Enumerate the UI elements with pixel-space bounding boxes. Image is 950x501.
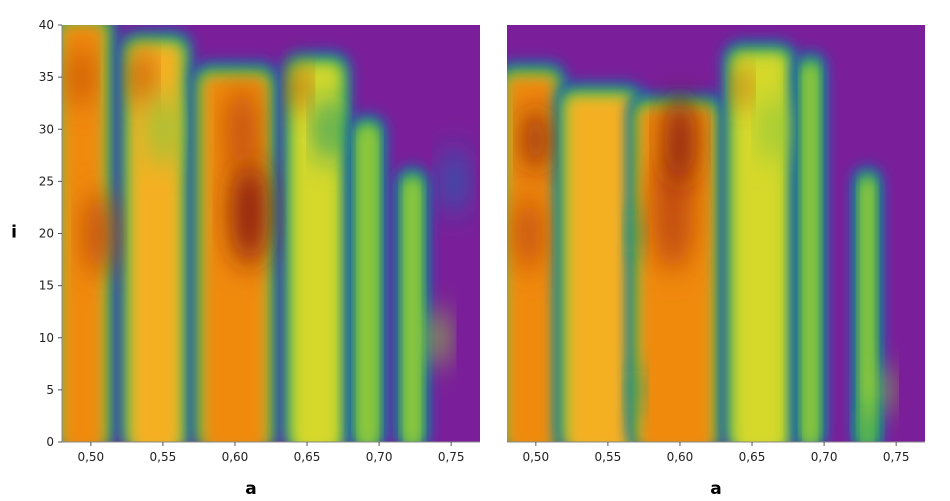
band-core bbox=[567, 97, 633, 442]
y-tick-label: 30 bbox=[39, 122, 54, 136]
heat-band bbox=[348, 113, 387, 442]
heat-band bbox=[793, 51, 828, 442]
intensity-blob bbox=[628, 212, 643, 255]
intensity-blob bbox=[762, 95, 785, 163]
intensity-blob bbox=[317, 95, 340, 163]
intensity-blob bbox=[231, 158, 268, 268]
heat-band bbox=[282, 51, 351, 442]
x-axis-title: a bbox=[245, 479, 256, 499]
heat-band bbox=[555, 82, 645, 442]
y-tick-label: 40 bbox=[39, 18, 54, 32]
heat-band bbox=[394, 165, 431, 442]
x-tick-label: 0,60 bbox=[222, 450, 249, 464]
x-tick-label: 0,65 bbox=[739, 450, 766, 464]
x-axis: 0,50 0,55 0,60 0,65 0,70 0,75 bbox=[507, 441, 925, 464]
intensity-blob bbox=[664, 93, 696, 186]
intensity-blob bbox=[289, 62, 307, 113]
x-tick-label: 0,70 bbox=[366, 450, 393, 464]
intensity-blob bbox=[524, 106, 548, 174]
y-tick-label: 10 bbox=[39, 331, 54, 345]
intensity-blob bbox=[873, 364, 891, 416]
band-core bbox=[360, 129, 375, 442]
x-axis: 0,50 0,55 0,60 0,65 0,70 0,75 bbox=[62, 441, 480, 464]
heat-band bbox=[851, 165, 884, 442]
band-core bbox=[805, 66, 816, 442]
plot-area bbox=[62, 25, 480, 442]
x-tick-label: 0,70 bbox=[811, 450, 838, 464]
intensity-blob bbox=[131, 47, 152, 107]
heat-band bbox=[119, 30, 193, 442]
y-tick-label: 5 bbox=[46, 383, 54, 397]
x-tick-label: 0,60 bbox=[667, 450, 694, 464]
intensity-blob bbox=[858, 406, 876, 442]
intensity-blob bbox=[628, 368, 643, 411]
y-tick-label: 0 bbox=[46, 435, 54, 449]
y-tick-label: 25 bbox=[39, 174, 54, 188]
x-tick-label: 0,75 bbox=[438, 450, 465, 464]
intensity-blob bbox=[70, 47, 91, 107]
heat-band bbox=[722, 40, 798, 442]
y-axis: 0 5 10 15 20 25 30 35 40 bbox=[39, 18, 63, 449]
heatmap-panel-right: 0,50 0,55 0,60 0,65 0,70 0,75 a bbox=[507, 25, 925, 499]
x-tick-label: 0,50 bbox=[77, 450, 104, 464]
band-core bbox=[863, 181, 872, 442]
plot-area bbox=[507, 25, 925, 442]
x-tick-label: 0,55 bbox=[595, 450, 622, 464]
y-tick-label: 35 bbox=[39, 70, 54, 84]
x-tick-label: 0,65 bbox=[294, 450, 321, 464]
intensity-blob bbox=[150, 91, 176, 168]
band-core bbox=[406, 181, 419, 442]
y-tick-label: 20 bbox=[39, 227, 54, 241]
intensity-blob bbox=[426, 308, 447, 368]
intensity-blob bbox=[442, 147, 466, 215]
intensity-blob bbox=[516, 195, 542, 272]
intensity-blob bbox=[228, 87, 257, 172]
x-tick-label: 0,75 bbox=[883, 450, 910, 464]
band-core bbox=[62, 25, 104, 442]
intensity-blob bbox=[734, 66, 749, 109]
intensity-blob bbox=[85, 191, 114, 276]
y-axis-title: i bbox=[11, 223, 17, 243]
x-axis-title: a bbox=[710, 479, 721, 499]
heatmap-panel-left: 0,50 0,55 0,60 0,65 0,70 0,75 a 0 5 10 15 20 25 30 35 4… bbox=[11, 18, 480, 499]
x-tick-label: 0,50 bbox=[522, 450, 549, 464]
x-tick-label: 0,55 bbox=[150, 450, 177, 464]
y-tick-label: 15 bbox=[39, 279, 54, 293]
